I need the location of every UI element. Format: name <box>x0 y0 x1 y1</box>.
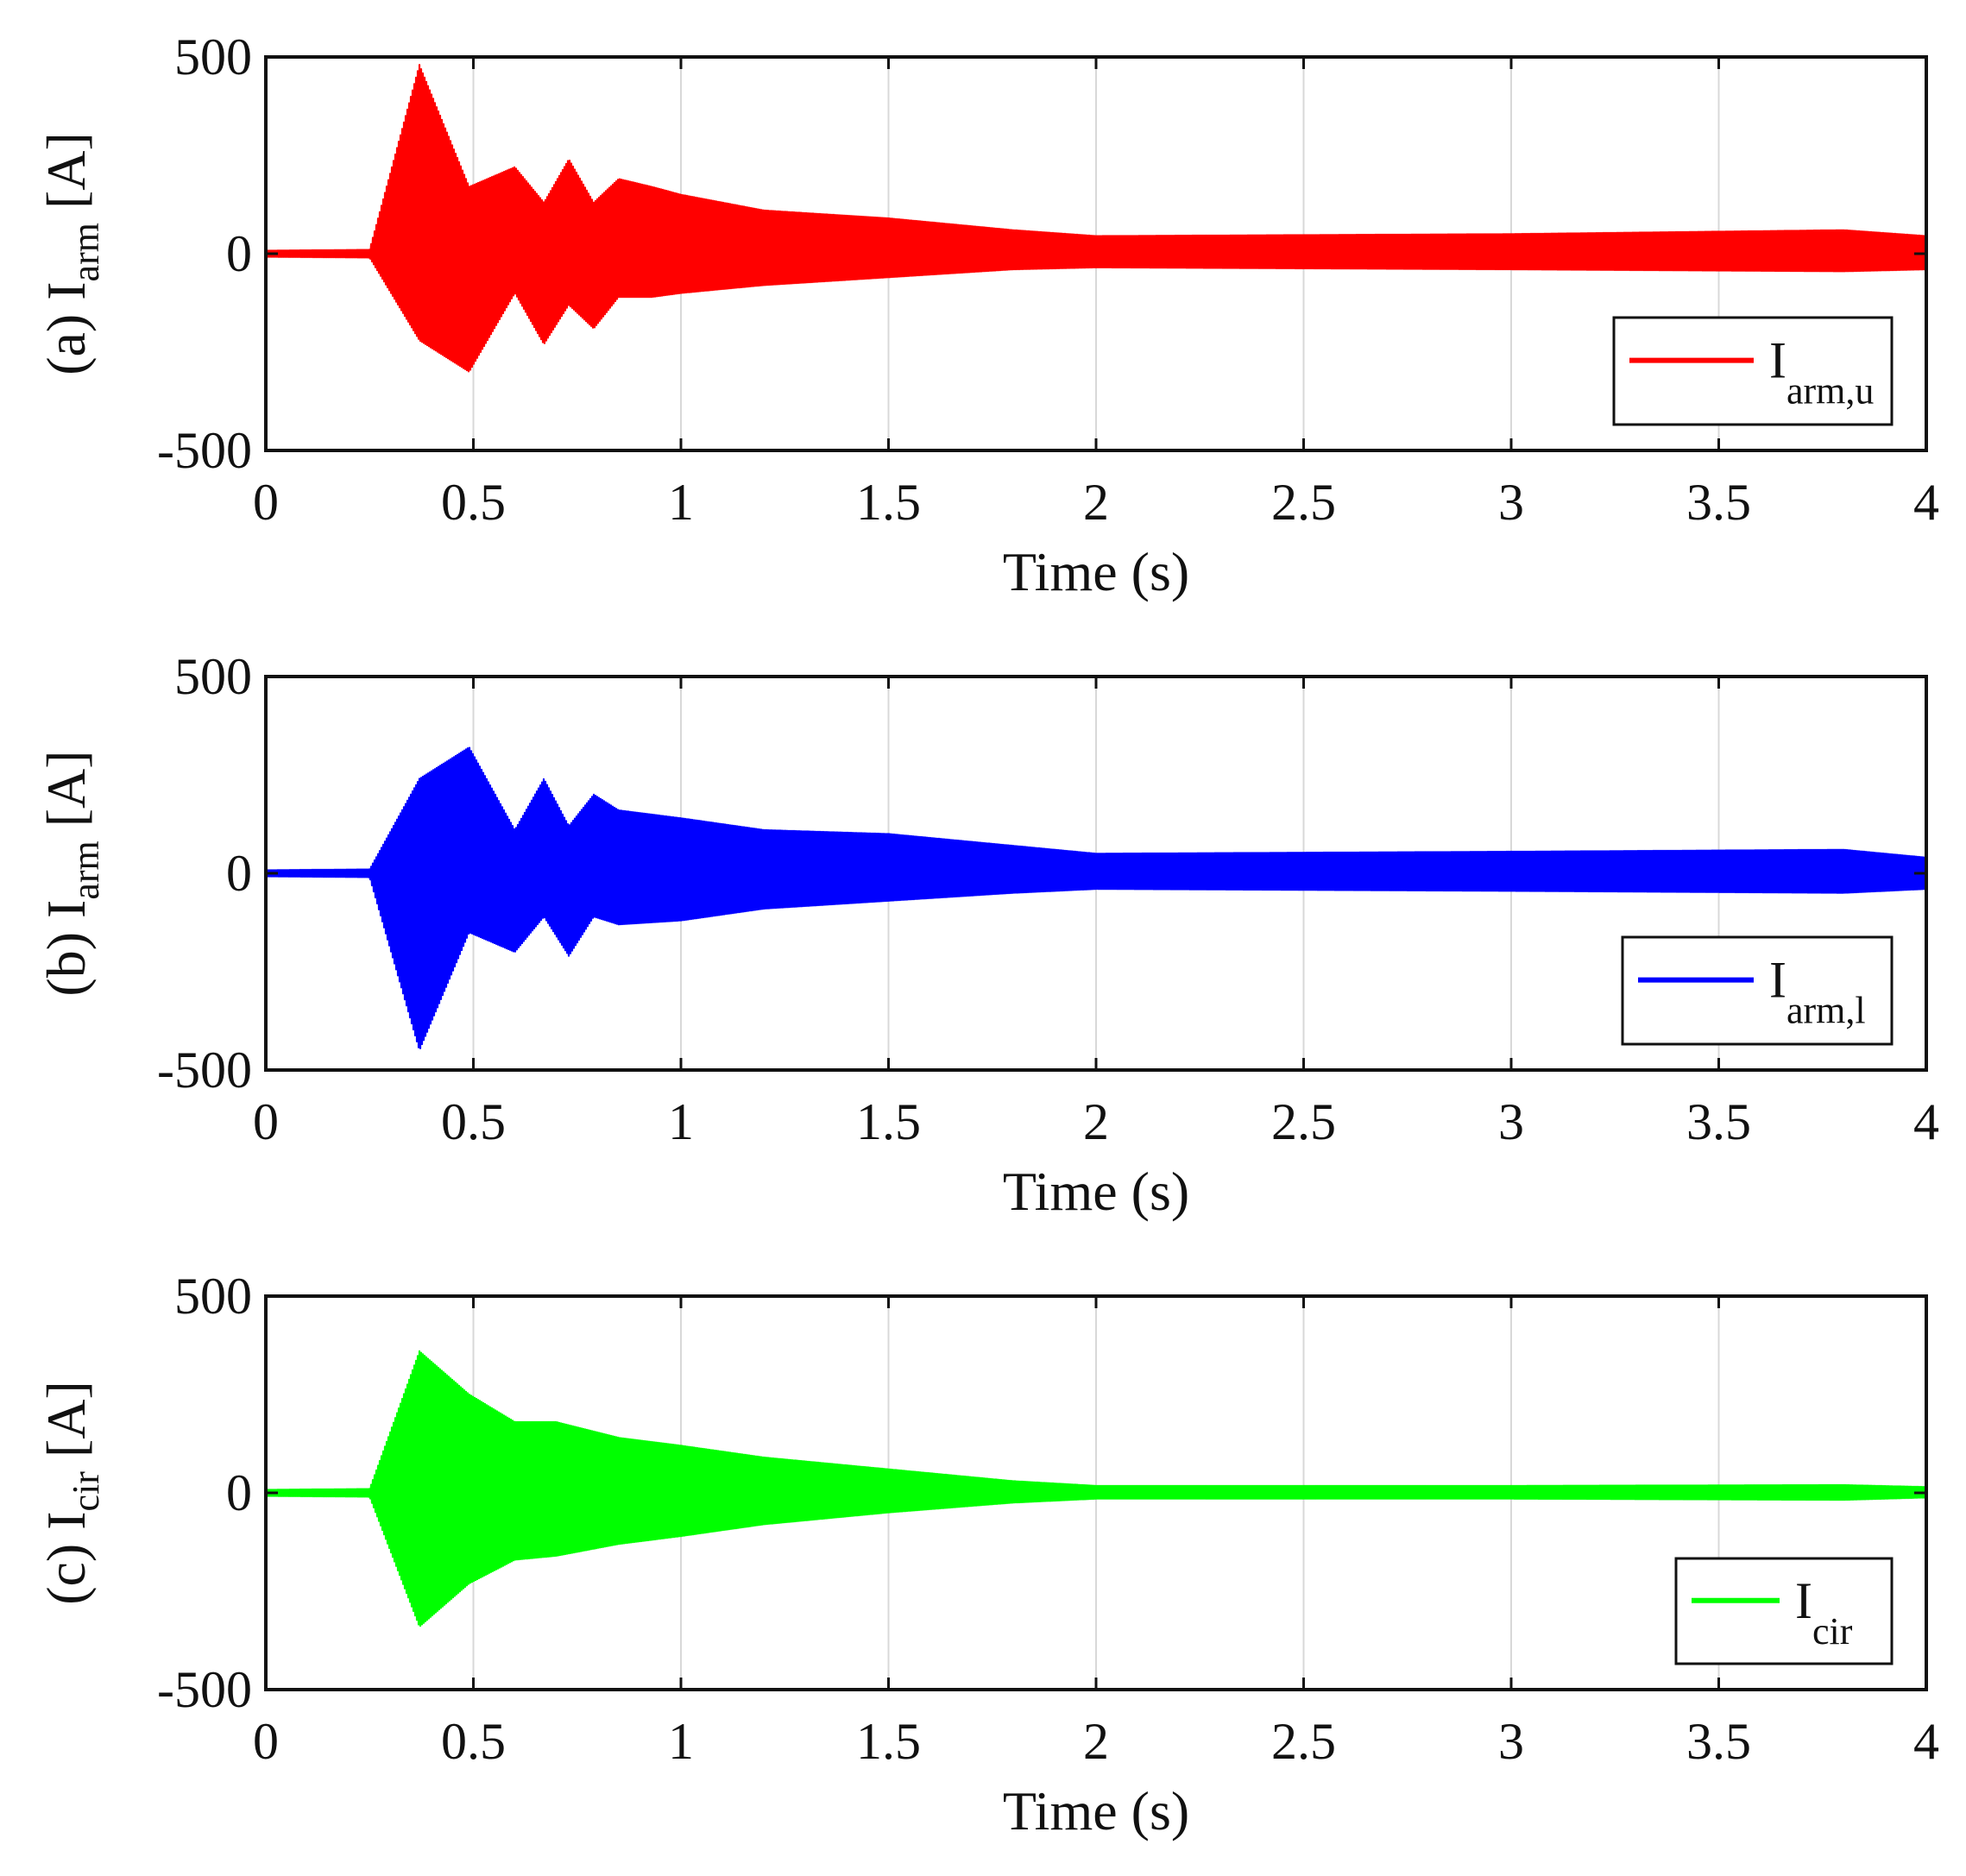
y-axis-label: (a) Iarm [A] <box>35 132 107 375</box>
legend-label: Iarm,l <box>1769 952 1866 1032</box>
y-axis-label: (b) Iarm [A] <box>35 750 107 996</box>
x-tick-label: 3.5 <box>1686 1093 1751 1150</box>
x-tick-label: 1.5 <box>856 1093 921 1150</box>
x-tick-label: 2.5 <box>1271 1713 1336 1770</box>
x-axis-label: Time (s) <box>1003 541 1189 602</box>
series-line <box>264 746 1928 1049</box>
x-tick-label: 0.5 <box>441 474 506 531</box>
legend-box <box>1621 935 1894 1046</box>
x-tick-label: 2.5 <box>1271 1093 1336 1150</box>
legend-box <box>1612 316 1894 426</box>
x-tick-label: 2 <box>1083 1713 1109 1770</box>
x-tick-label: 3.5 <box>1686 474 1751 531</box>
x-tick-label: 4 <box>1913 474 1939 531</box>
x-tick-label: 0 <box>253 1713 279 1770</box>
x-axis-label: Time (s) <box>1003 1780 1189 1841</box>
y-tick-label: -500 <box>157 1042 252 1099</box>
legend: Iarm,l <box>1621 935 1894 1046</box>
series-line <box>264 64 1928 373</box>
y-tick-label: 500 <box>174 648 252 705</box>
legend: Iarm,u <box>1612 316 1894 426</box>
y-tick-label: -500 <box>157 422 252 479</box>
x-tick-label: 2 <box>1083 474 1109 531</box>
y-tick-label: 0 <box>226 225 252 282</box>
x-tick-label: 1.5 <box>856 474 921 531</box>
x-tick-label: 1 <box>668 1093 694 1150</box>
x-tick-label: 2 <box>1083 1093 1109 1150</box>
x-tick-label: 1 <box>668 1713 694 1770</box>
x-tick-label: 0.5 <box>441 1093 506 1150</box>
y-tick-label: 500 <box>174 1268 252 1325</box>
y-axis-label: (c) Icir [A] <box>35 1381 107 1605</box>
x-tick-label: 3 <box>1498 1093 1524 1150</box>
y-tick-label: 500 <box>174 28 252 85</box>
x-tick-label: 2.5 <box>1271 474 1336 531</box>
y-tick-label: 0 <box>226 1464 252 1521</box>
x-tick-label: 0 <box>253 474 279 531</box>
y-tick-label: -500 <box>157 1661 252 1718</box>
x-tick-label: 4 <box>1913 1713 1939 1770</box>
x-tick-label: 4 <box>1913 1093 1939 1150</box>
x-axis-label: Time (s) <box>1003 1161 1189 1222</box>
x-tick-label: 0.5 <box>441 1713 506 1770</box>
legend-label: Iarm,u <box>1769 332 1874 412</box>
x-tick-label: 3.5 <box>1686 1713 1751 1770</box>
legend-box <box>1674 1557 1894 1665</box>
y-tick-label: 0 <box>226 845 252 902</box>
legend-label: Icir <box>1795 1572 1853 1653</box>
x-tick-label: 1.5 <box>856 1713 921 1770</box>
x-tick-label: 0 <box>253 1093 279 1150</box>
x-tick-label: 3 <box>1498 474 1524 531</box>
series-line <box>264 1350 1928 1627</box>
x-tick-label: 3 <box>1498 1713 1524 1770</box>
legend: Icir <box>1674 1557 1894 1665</box>
x-tick-label: 1 <box>668 474 694 531</box>
